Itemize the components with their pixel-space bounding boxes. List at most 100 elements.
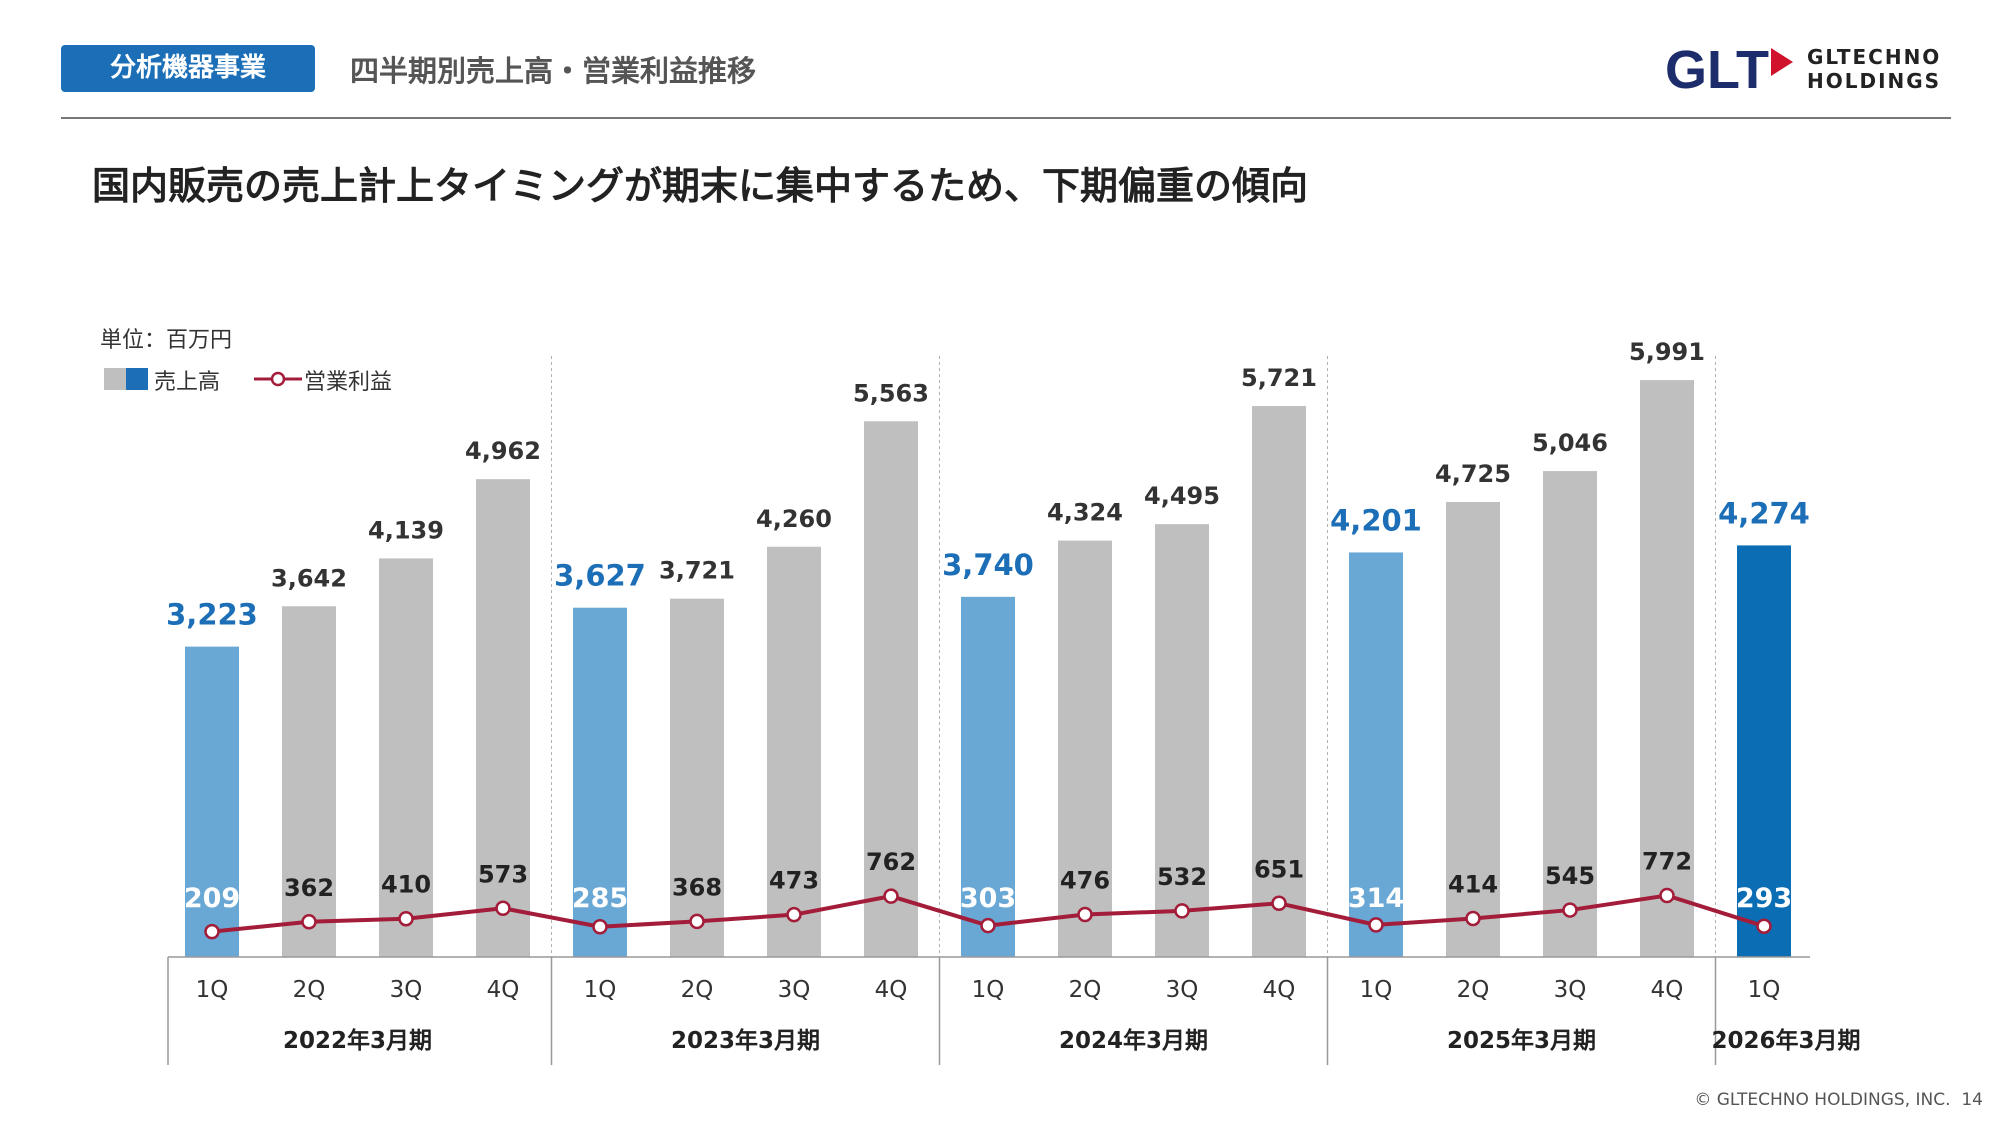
sales-bar [1155, 524, 1209, 957]
legend-swatch-sales-gray [104, 368, 126, 390]
quarter-tick-label: 1Q [1360, 977, 1393, 1003]
unit-label: 単位：百万円 [100, 328, 233, 353]
quarter-tick-label: 1Q [1748, 977, 1781, 1003]
quarter-tick-label: 3Q [778, 977, 811, 1003]
profit-point [786, 906, 802, 923]
sales-bar [1058, 540, 1112, 957]
sales-data-label: 3,740 [942, 548, 1034, 582]
sales-data-label: 4,201 [1330, 503, 1422, 537]
sales-data-label: 4,260 [756, 505, 832, 533]
fiscal-year-label: 2023年3月期 [671, 1027, 820, 1054]
profit-point [1077, 906, 1093, 923]
legend-line-icon [254, 371, 302, 387]
sales-data-label: 5,721 [1241, 364, 1317, 392]
profit-data-label: 651 [1254, 855, 1304, 883]
quarter-tick-label: 2Q [681, 977, 714, 1003]
profit-data-label: 362 [284, 874, 334, 902]
quarter-tick-label: 4Q [1651, 977, 1684, 1003]
profit-data-label: 314 [1348, 883, 1404, 914]
sales-data-label: 4,962 [465, 437, 541, 465]
sales-bar [864, 421, 918, 958]
profit-point [1174, 903, 1190, 919]
section-title: 四半期別売上高・営業利益推移 [350, 54, 757, 88]
profit-data-label: 772 [1642, 848, 1692, 876]
logo-line1: GLTECHNO [1807, 45, 1941, 69]
sales-data-label: 3,642 [271, 564, 347, 592]
quarter-tick-label: 3Q [390, 977, 423, 1003]
profit-point [1562, 902, 1578, 918]
profit-point [495, 900, 511, 917]
profit-data-label: 209 [184, 883, 240, 914]
sales-bar [282, 606, 336, 957]
profit-point [1756, 918, 1772, 934]
sales-bar [1737, 545, 1791, 957]
profit-point [689, 913, 705, 930]
profit-data-label: 303 [960, 883, 1016, 914]
profit-data-label: 573 [478, 860, 528, 888]
sales-bar [379, 558, 433, 957]
sales-bar [1446, 501, 1500, 957]
profit-point [883, 888, 899, 904]
quarter-tick-label: 2Q [1069, 977, 1102, 1003]
quarter-tick-label: 4Q [1263, 977, 1296, 1003]
sales-data-label: 4,139 [368, 516, 444, 544]
fiscal-year-label: 2025年3月期 [1447, 1027, 1596, 1054]
sales-bar [767, 546, 821, 957]
quarter-tick-label: 1Q [972, 977, 1005, 1003]
sales-data-label: 3,223 [166, 598, 258, 632]
sales-bar [185, 646, 239, 957]
profit-data-label: 414 [1448, 870, 1498, 898]
sales-data-label: 3,721 [659, 557, 735, 585]
copyright: © GLTECHNO HOLDINGS, INC. 14 [1694, 1090, 1983, 1110]
sales-data-label: 5,046 [1532, 429, 1608, 457]
sales-bar [476, 479, 530, 957]
sales-bar [1252, 406, 1306, 957]
company-logo: GLT GLTECHNO HOLDINGS [1665, 40, 1941, 98]
quarter-tick-label: 4Q [875, 977, 908, 1003]
logo-line2: HOLDINGS [1807, 69, 1941, 93]
profit-point [592, 918, 608, 935]
page-number: 14 [1961, 1090, 1983, 1110]
profit-data-label: 368 [672, 873, 722, 901]
sales-data-label: 4,725 [1435, 460, 1511, 488]
quarter-tick-label: 3Q [1166, 977, 1199, 1003]
profit-data-label: 532 [1157, 863, 1207, 891]
fiscal-year-label: 2026年3月期 [1711, 1027, 1860, 1054]
sales-data-label: 5,563 [853, 379, 929, 407]
quarter-tick-label: 2Q [1457, 977, 1490, 1003]
profit-data-label: 545 [1545, 862, 1595, 890]
sales-bar [1640, 380, 1694, 957]
legend-label-profit: 営業利益 [304, 370, 393, 395]
copyright-text: © GLTECHNO HOLDINGS, INC. [1694, 1090, 1951, 1110]
header-divider [61, 117, 1951, 119]
logo-mark: GLT [1665, 40, 1769, 98]
legend-label-sales: 売上高 [154, 370, 221, 395]
profit-point [301, 914, 317, 930]
profit-point [980, 917, 996, 934]
profit-data-label: 285 [572, 883, 628, 914]
section-badge: 分析機器事業 [61, 45, 315, 92]
profit-point [1465, 910, 1481, 927]
profit-data-label: 476 [1060, 866, 1110, 894]
profit-point [1368, 917, 1384, 933]
profit-data-label: 473 [769, 867, 819, 895]
quarter-tick-label: 2Q [293, 977, 326, 1003]
page-headline: 国内販売の売上計上タイミングが期末に集中するため、下期偏重の傾向 [92, 164, 1309, 208]
profit-point [1659, 887, 1675, 904]
fiscal-year-label: 2024年3月期 [1059, 1027, 1208, 1054]
sales-data-label: 4,274 [1718, 496, 1810, 530]
sales-bar [1543, 471, 1597, 957]
quarter-tick-label: 1Q [196, 977, 229, 1003]
sales-data-label: 5,991 [1629, 338, 1705, 366]
sales-data-label: 4,495 [1144, 482, 1220, 510]
quarter-tick-label: 1Q [584, 977, 617, 1003]
profit-point [398, 910, 414, 927]
sales-bar [573, 607, 627, 957]
fiscal-year-label: 2022年3月期 [283, 1027, 432, 1054]
profit-point [204, 923, 220, 940]
legend-swatch-sales-blue [126, 368, 148, 390]
profit-data-label: 762 [866, 848, 916, 876]
profit-data-label: 293 [1736, 883, 1792, 914]
profit-point [1271, 895, 1287, 912]
